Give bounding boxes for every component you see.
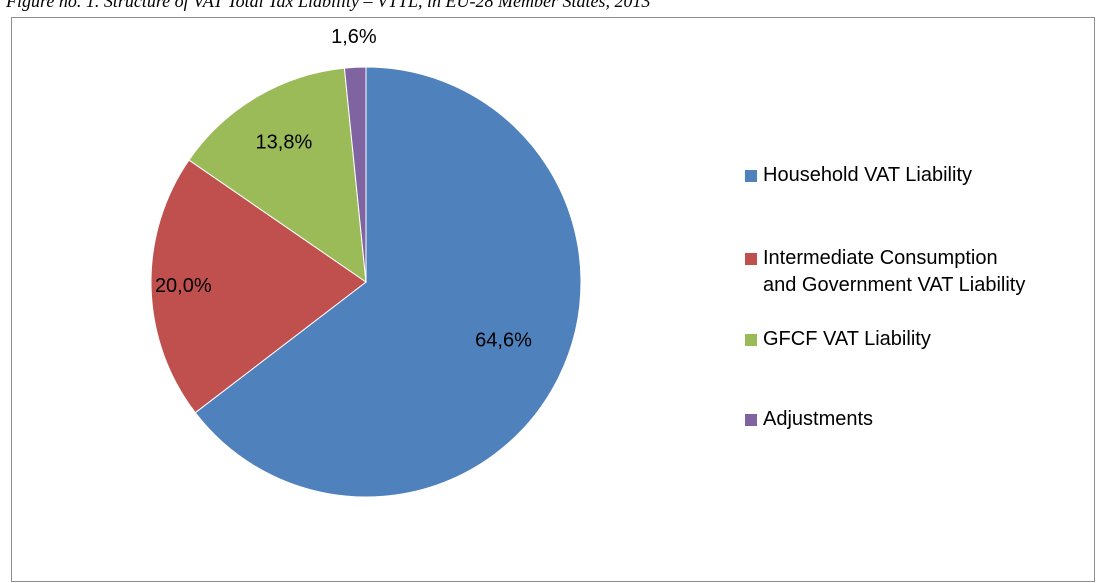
pie-slice-adjustments [343,66,367,283]
pie-slice-household [194,66,582,498]
legend-item-adjustments: Adjustments [745,406,1099,433]
pie-chart: 64,6% 20,0% 13,8% 1,6% [150,26,582,498]
legend-label-intermediate: Intermediate Consumption and Government … [763,247,1026,296]
legend-item-gfcf: GFCF VAT Liability [745,326,1099,353]
data-label-gfcf: 13,8% [256,131,313,153]
legend-item-household: Household VAT Liability [745,162,1099,189]
data-label-adjustments: 1,6% [331,26,377,48]
legend-swatch-household [745,170,757,182]
legend-item-intermediate: Intermediate Consumption and Government … [745,245,1099,299]
legend-swatch-adjustments [745,414,757,426]
pie-slice-gfcf [188,67,367,284]
legend-label-gfcf: GFCF VAT Liability [763,328,931,350]
legend-swatch-intermediate [745,253,757,265]
figure-caption: Figure no. 1. Structure of VAT Total Tax… [6,0,651,11]
chart-area: 64,6% 20,0% 13,8% 1,6% Household VAT Liabil… [11,17,1095,582]
data-label-household: 64,6% [475,329,532,351]
legend-label-household: Household VAT Liability [763,164,973,186]
legend-label-adjustments: Adjustments [763,408,874,430]
data-label-intermediate: 20,0% [155,275,212,297]
pie-slice-intermediate [150,159,367,414]
legend-swatch-gfcf [745,334,757,346]
